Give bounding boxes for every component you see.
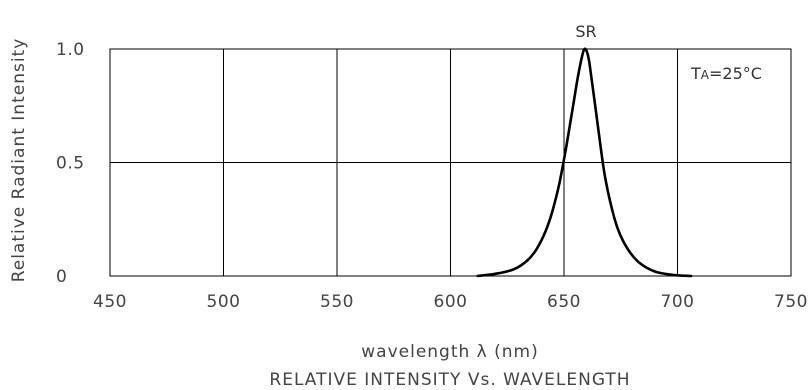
y-tick-label: 1.0	[56, 40, 85, 60]
x-tick-label: 450	[93, 292, 127, 312]
chart-title: RELATIVE INTENSITY Vs. WAVELENGTH	[269, 370, 630, 390]
plot-frame	[109, 48, 792, 277]
x-tick-label: 550	[320, 292, 354, 312]
grid	[110, 49, 791, 276]
series-layer	[476, 47, 693, 278]
x-tick-label: 500	[207, 292, 241, 312]
condition-sub: A	[701, 68, 710, 82]
y-tick-labels: 0 0.5 1.0	[56, 40, 85, 287]
x-axis-title: wavelength λ (nm)	[361, 342, 539, 362]
y-axis-title: Relative Radiant Intensity	[9, 38, 29, 283]
peak-label: SR	[575, 22, 596, 41]
x-tick-label: 600	[434, 292, 468, 312]
condition-main: T	[690, 64, 701, 83]
x-tick-label: 700	[661, 292, 695, 312]
series-line-sr	[476, 47, 693, 278]
x-tick-label: 650	[547, 292, 581, 312]
x-tick-labels: 450 500 550 600 650 700 750	[93, 292, 808, 312]
x-tick-label: 750	[774, 292, 808, 312]
temperature-condition: TA=25°C	[690, 64, 762, 83]
y-tick-label: 0	[56, 267, 67, 287]
y-tick-label: 0.5	[56, 154, 85, 174]
condition-rest: =25°C	[709, 64, 762, 83]
